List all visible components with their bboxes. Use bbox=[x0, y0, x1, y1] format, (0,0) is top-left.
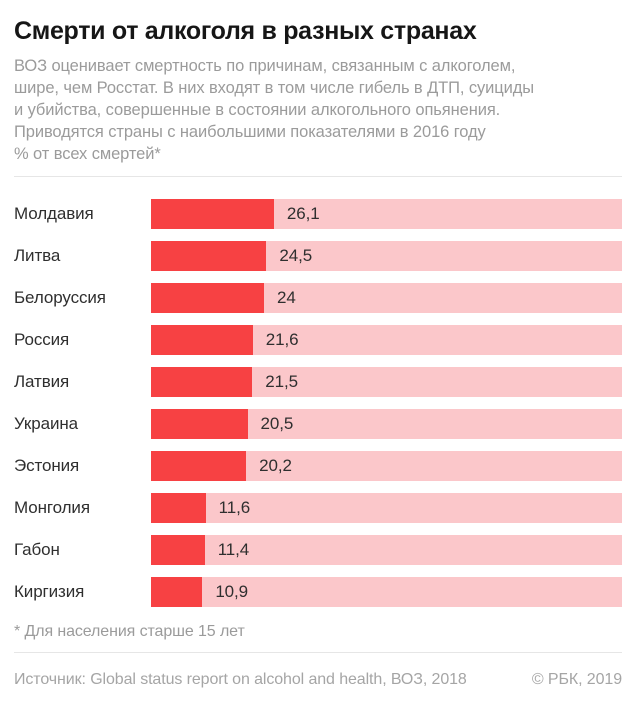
country-label: Литва bbox=[14, 246, 61, 265]
chart-row: Габон 11,4 bbox=[14, 535, 622, 565]
bar-value-label: 21,5 bbox=[265, 372, 298, 391]
chart-subtitle: ВОЗ оценивает смертность по причинам, св… bbox=[14, 55, 622, 165]
bar-value-label: 20,2 bbox=[259, 456, 292, 475]
bar-chart: Молдавия 26,1 Литва 24,5 Белоруссия 24 Р… bbox=[14, 199, 622, 607]
bar-value-label: 26,1 bbox=[286, 204, 320, 223]
bar-track: 11,4 bbox=[151, 535, 622, 565]
bar-fill bbox=[151, 409, 248, 439]
country-label: Киргизия bbox=[14, 582, 85, 601]
bar-value-label: 10,9 bbox=[215, 582, 249, 601]
subtitle-line: шире, чем Росстат. В них входят в том чи… bbox=[14, 79, 535, 97]
country-label: Эстония bbox=[14, 456, 80, 475]
bar-track: 26,1 bbox=[151, 199, 622, 229]
country-label: Россия bbox=[14, 330, 70, 349]
country-label: Белоруссия bbox=[14, 288, 106, 307]
footer: Источник: Global status report on alcoho… bbox=[14, 671, 622, 689]
bar-fill bbox=[151, 199, 274, 229]
bar-fill bbox=[151, 283, 265, 313]
subtitle-line: и убийства, совершенные в состоянии алко… bbox=[14, 101, 501, 119]
bar-track: 11,6 bbox=[151, 493, 622, 523]
chart-title: Смерти от алкоголя в разных странах bbox=[14, 17, 477, 45]
bar-track: 21,6 bbox=[151, 325, 622, 355]
country-label: Молдавия bbox=[14, 204, 94, 223]
bar-value-label: 11,6 bbox=[218, 498, 251, 517]
bar-fill bbox=[151, 535, 205, 565]
chart-row: Монголия 11,6 bbox=[14, 493, 622, 523]
bar-value-label: 11,4 bbox=[217, 540, 250, 559]
source-credit: Источник: Global status report on alcoho… bbox=[14, 671, 467, 688]
subtitle-line: Приводятся страны с наибольшими показате… bbox=[14, 123, 486, 141]
bar-fill bbox=[151, 367, 253, 397]
bar-track: 20,2 bbox=[151, 451, 622, 481]
bar-value-label: 24 bbox=[277, 288, 296, 307]
bar-track: 20,5 bbox=[151, 409, 622, 439]
bottom-divider bbox=[14, 652, 622, 653]
bar-track: 21,5 bbox=[151, 367, 622, 397]
bar-fill bbox=[151, 451, 247, 481]
bar-track: 24,5 bbox=[151, 241, 622, 271]
top-divider bbox=[14, 176, 622, 177]
bar-fill bbox=[151, 493, 206, 523]
bar-value-label: 24,5 bbox=[279, 246, 313, 265]
chart-row: Россия 21,6 bbox=[14, 325, 622, 355]
unit-label: % от всех смертей* bbox=[14, 145, 161, 163]
bar-fill bbox=[151, 577, 203, 607]
country-label: Габон bbox=[14, 540, 60, 559]
copyright: © РБК, 2019 bbox=[531, 671, 622, 688]
chart-row: Литва 24,5 bbox=[14, 241, 622, 271]
bar-track: 10,9 bbox=[151, 577, 622, 607]
chart-row: Киргизия 10,9 bbox=[14, 577, 622, 607]
chart-row: Эстония 20,2 bbox=[14, 451, 622, 481]
footnote: * Для населения старше 15 лет bbox=[14, 623, 245, 640]
country-label: Украина bbox=[14, 414, 79, 433]
bar-fill bbox=[151, 241, 267, 271]
bar-value-label: 20,5 bbox=[260, 414, 294, 433]
country-label: Монголия bbox=[14, 498, 90, 517]
chart-row: Латвия 21,5 bbox=[14, 367, 622, 397]
chart-row: Белоруссия 24 bbox=[14, 283, 622, 313]
bar-value-label: 21,6 bbox=[265, 330, 299, 349]
chart-row: Молдавия 26,1 bbox=[14, 199, 622, 229]
bar-track: 24 bbox=[151, 283, 622, 313]
chart-row: Украина 20,5 bbox=[14, 409, 622, 439]
subtitle-line: ВОЗ оценивает смертность по причинам, св… bbox=[14, 57, 516, 75]
country-label: Латвия bbox=[14, 372, 70, 391]
bar-fill bbox=[151, 325, 253, 355]
